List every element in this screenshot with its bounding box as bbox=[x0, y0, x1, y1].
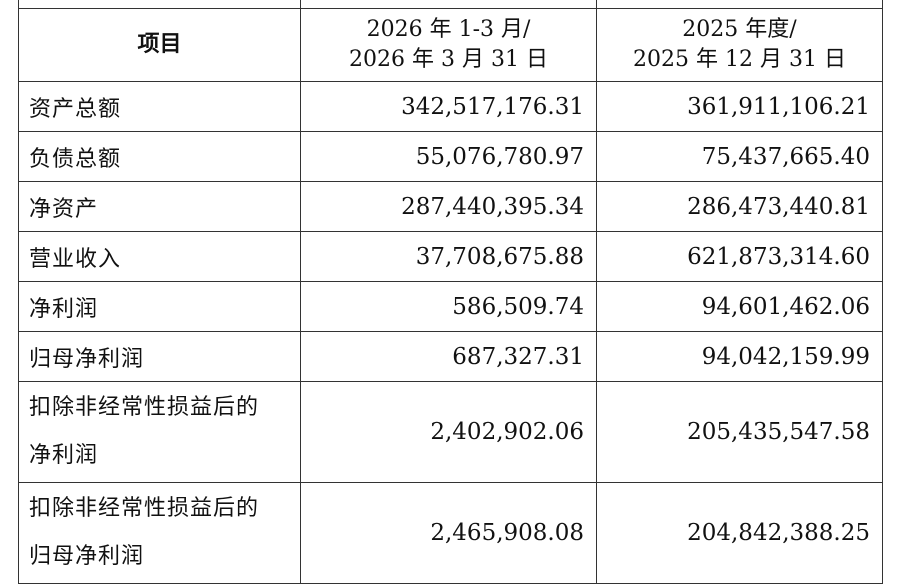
table-row: 营业收入 37,708,675.88 621,873,314.60 bbox=[18, 231, 883, 282]
value-2025: 205,435,547.58 bbox=[596, 381, 883, 483]
value-2026: 2,402,902.06 bbox=[300, 381, 597, 483]
table-row: 扣除非经常性损益后的 净利润 2,402,902.06 205,435,547.… bbox=[18, 381, 883, 483]
header-2026-line2: 2026 年 3 月 31 日 bbox=[349, 47, 548, 72]
header-period-2025: 2025 年度/ 2025 年 12 月 31 日 bbox=[596, 8, 883, 82]
value-2025: 361,911,106.21 bbox=[596, 81, 883, 132]
table-top-stub-row bbox=[18, 0, 883, 9]
value-2026: 55,076,780.97 bbox=[300, 131, 597, 182]
table-row: 归母净利润 687,327.31 94,042,159.99 bbox=[18, 331, 883, 382]
value-2026: 37,708,675.88 bbox=[300, 231, 597, 282]
value-2025: 204,842,388.25 bbox=[596, 482, 883, 584]
value-2025: 94,601,462.06 bbox=[596, 281, 883, 332]
table-row: 资产总额 342,517,176.31 361,911,106.21 bbox=[18, 81, 883, 132]
header-period-2026: 2026 年 1-3 月/ 2026 年 3 月 31 日 bbox=[300, 8, 597, 82]
value-2025: 75,437,665.40 bbox=[596, 131, 883, 182]
table-row: 净利润 586,509.74 94,601,462.06 bbox=[18, 281, 883, 332]
row-label-line2: 归母净利润 bbox=[29, 544, 145, 569]
row-label: 净资产 bbox=[18, 181, 301, 232]
value-2025: 286,473,440.81 bbox=[596, 181, 883, 232]
row-label-line1: 扣除非经常性损益后的 bbox=[29, 395, 260, 420]
value-2026: 687,327.31 bbox=[300, 331, 597, 382]
stub-cell bbox=[596, 0, 883, 9]
stub-cell bbox=[300, 0, 597, 9]
value-2026: 586,509.74 bbox=[300, 281, 597, 332]
value-2026: 2,465,908.08 bbox=[300, 482, 597, 584]
table-row: 扣除非经常性损益后的 归母净利润 2,465,908.08 204,842,38… bbox=[18, 482, 883, 584]
header-item: 项目 bbox=[18, 8, 301, 82]
value-2026: 342,517,176.31 bbox=[300, 81, 597, 132]
table-row: 净资产 287,440,395.34 286,473,440.81 bbox=[18, 181, 883, 232]
row-label-line1: 扣除非经常性损益后的 bbox=[29, 496, 260, 521]
financial-summary-table: 项目 2026 年 1-3 月/ 2026 年 3 月 31 日 2025 年度… bbox=[18, 0, 883, 584]
row-label: 资产总额 bbox=[18, 81, 301, 132]
row-label: 营业收入 bbox=[18, 231, 301, 282]
value-2025: 621,873,314.60 bbox=[596, 231, 883, 282]
value-2025: 94,042,159.99 bbox=[596, 331, 883, 382]
value-2026: 287,440,395.34 bbox=[300, 181, 597, 232]
table-header-row: 项目 2026 年 1-3 月/ 2026 年 3 月 31 日 2025 年度… bbox=[18, 8, 883, 82]
row-label: 扣除非经常性损益后的 净利润 bbox=[18, 381, 301, 483]
row-label-line2: 净利润 bbox=[29, 443, 99, 468]
stub-cell bbox=[18, 0, 301, 9]
row-label: 净利润 bbox=[18, 281, 301, 332]
financial-table-container: 项目 2026 年 1-3 月/ 2026 年 3 月 31 日 2025 年度… bbox=[18, 0, 883, 584]
row-label: 扣除非经常性损益后的 归母净利润 bbox=[18, 482, 301, 584]
header-2026-line1: 2026 年 1-3 月/ bbox=[366, 17, 531, 42]
row-label: 归母净利润 bbox=[18, 331, 301, 382]
header-2025-line2: 2025 年 12 月 31 日 bbox=[633, 47, 846, 72]
header-2025-line1: 2025 年度/ bbox=[682, 17, 797, 42]
row-label: 负债总额 bbox=[18, 131, 301, 182]
table-row: 负债总额 55,076,780.97 75,437,665.40 bbox=[18, 131, 883, 182]
